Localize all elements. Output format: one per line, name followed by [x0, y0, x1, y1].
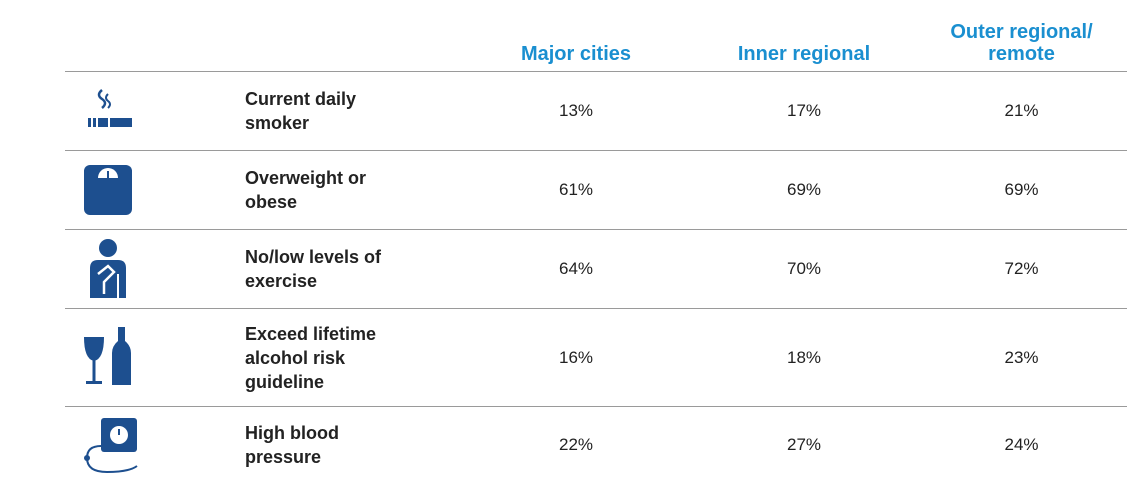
- header-row: Major cities Inner regional Outer region…: [65, 0, 1127, 71]
- column-header: Major cities: [520, 43, 632, 65]
- alcohol-icon: [15, 325, 200, 391]
- page: Major cities Inner regional Outer region…: [65, 0, 1127, 474]
- smoker-icon: [15, 86, 200, 136]
- cell: 72%: [1004, 259, 1039, 278]
- cell: 69%: [1004, 180, 1039, 199]
- person-icon: [15, 238, 200, 300]
- cell: 24%: [1004, 435, 1039, 454]
- column-header: Outer regional/ remote: [950, 21, 1093, 65]
- table-row: Current daily smoker 13% 17% 21%: [65, 71, 1127, 150]
- cell: 23%: [1004, 347, 1039, 367]
- row-label: No/low levels of exercise: [245, 247, 382, 291]
- cell: 13%: [558, 101, 594, 120]
- cell: 22%: [558, 435, 594, 454]
- cell: 18%: [786, 347, 822, 367]
- table-row: Overweight or obese 61% 69% 69%: [65, 150, 1127, 229]
- table-row: Exceed lifetime alcohol risk guideline 1…: [65, 308, 1127, 406]
- cell: 16%: [558, 347, 594, 367]
- cell: 61%: [558, 180, 594, 199]
- row-label: Current daily smoker: [245, 89, 357, 133]
- cell: 64%: [558, 259, 594, 278]
- cell: 70%: [786, 259, 822, 278]
- row-label: Exceed lifetime alcohol risk guideline: [245, 323, 377, 392]
- cell: 69%: [786, 180, 822, 199]
- column-header: Inner regional: [737, 43, 871, 65]
- table-row: High blood pressure 22% 27% 24%: [65, 406, 1127, 483]
- table-row: No/low levels of exercise 64% 70% 72%: [65, 229, 1127, 308]
- cell: 21%: [1004, 101, 1039, 120]
- blood-pressure-icon: [15, 414, 200, 476]
- scale-icon: [15, 162, 200, 218]
- row-label: High blood pressure: [245, 423, 339, 467]
- cell: 27%: [786, 435, 822, 454]
- row-label: Overweight or obese: [245, 168, 367, 212]
- cell: 17%: [786, 101, 822, 120]
